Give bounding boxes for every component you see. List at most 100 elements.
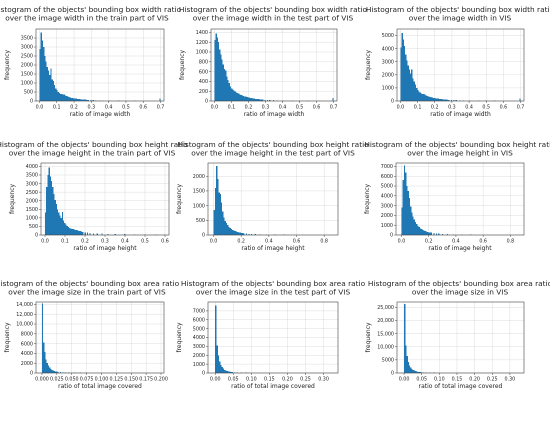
x-tick-label: 0.2: [237, 239, 245, 245]
histogram-bar: [459, 100, 461, 101]
y-tick-label: 15,000: [377, 331, 394, 337]
histogram-bar: [453, 100, 455, 101]
histogram-bar: [51, 181, 53, 235]
y-tick-label: 6000: [193, 317, 205, 323]
y-axis-label: frequency: [176, 184, 183, 215]
histogram-bar: [74, 98, 76, 101]
y-tick-label: 4000: [193, 335, 205, 341]
y-tick-label: 4000: [26, 164, 38, 170]
histogram-bar: [442, 99, 444, 101]
histogram-bar: [412, 369, 414, 373]
histogram-bar: [227, 225, 229, 235]
histogram-bar: [254, 98, 257, 101]
x-tick-label: 0.4: [265, 239, 273, 245]
x-tick-label: 0.8: [507, 239, 515, 245]
histogram-bar: [404, 303, 406, 373]
x-tick-label: 0.20: [469, 377, 480, 383]
histogram-bar: [63, 220, 65, 235]
histogram-bar: [65, 224, 67, 235]
histogram-bar: [216, 165, 218, 235]
histogram-bar: [56, 90, 58, 101]
y-tick-label: 10,000: [16, 322, 33, 328]
histogram-bar: [45, 359, 47, 373]
histogram-bar: [86, 99, 88, 101]
histogram-bar: [253, 98, 255, 101]
x-tick-label: 0.6: [500, 105, 508, 111]
histogram-bar: [419, 92, 421, 101]
histogram-bar: [405, 345, 407, 373]
histogram-bar: [85, 99, 87, 101]
histogram-bar: [215, 33, 217, 101]
histogram-bar: [247, 97, 249, 101]
axes-frame: [207, 162, 339, 236]
histogram-bar: [49, 74, 51, 101]
y-tick-label: 14,000: [16, 302, 33, 308]
histogram-bar: [87, 99, 90, 101]
histogram-bar: [54, 199, 56, 235]
histogram-bar: [417, 225, 419, 235]
histogram-bar: [401, 207, 403, 235]
histogram-bar: [430, 97, 432, 101]
histogram-bar: [226, 76, 228, 101]
histogram-bar: [233, 230, 235, 235]
y-tick-label: 3500: [21, 36, 33, 42]
histogram-bar: [63, 94, 65, 101]
histogram-bar: [406, 60, 408, 101]
x-tick-label: 0.0: [210, 239, 218, 245]
y-tick-label: 2000: [382, 73, 394, 79]
y-tick-label: 2000: [26, 198, 38, 204]
histogram-panel: 0.000 0.025 0.050 0.075 0.100 0.125 0.150 0.175…: [0, 279, 180, 390]
x-tick-label: 0.1: [414, 105, 422, 111]
histogram-bar: [213, 210, 215, 235]
histogram-bar: [239, 232, 241, 235]
y-tick-label: 1200: [196, 40, 208, 46]
histogram-bar: [410, 73, 412, 101]
axes-frame: [396, 301, 525, 374]
histogram-bar: [232, 89, 234, 101]
histogram-bar: [133, 234, 135, 235]
histogram-bar: [425, 95, 427, 101]
histogram-bar: [438, 233, 440, 235]
histogram-bar: [75, 229, 77, 235]
histogram-bar: [224, 220, 226, 235]
y-axis-label: frequency: [364, 184, 371, 215]
plot-area: [208, 163, 338, 235]
histogram-bar: [40, 32, 42, 101]
x-tick-label: 0.100: [95, 377, 109, 383]
histogram-bar: [248, 233, 250, 235]
histogram-bar: [257, 99, 259, 101]
y-tick-label: 20,000: [377, 318, 394, 324]
y-tick-label: 8000: [21, 332, 33, 338]
chart-title: over the image width in the test part of…: [193, 14, 354, 23]
chart-title: Histogram of the objects' bounding box a…: [0, 279, 180, 288]
histogram-bar: [223, 69, 226, 101]
histogram-bar: [80, 99, 82, 101]
histogram-bar: [81, 99, 84, 101]
histogram-bar: [240, 232, 243, 235]
y-tick-label: 5000: [382, 33, 394, 39]
y-axis-label: frequency: [4, 322, 11, 353]
histogram-panel: 0.00 0.05 0.10 0.15 0.20 0.25 0.30 0 1000 2000 300…: [176, 279, 366, 390]
histogram-bar: [44, 351, 46, 373]
histogram-bar: [217, 355, 220, 373]
y-tick-label: 3500: [26, 173, 38, 179]
x-tick-label: 0.0: [36, 105, 44, 111]
histogram-bar: [84, 99, 86, 101]
histogram-bar: [47, 175, 49, 235]
x-tick-label: 0.3: [88, 105, 96, 111]
x-tick-label: 0.025: [50, 377, 64, 383]
histogram-bar: [240, 94, 242, 101]
histogram-bar: [241, 95, 244, 101]
histogram-bar: [114, 233, 116, 235]
histogram-bar: [431, 97, 433, 101]
x-axis-label: ratio of image width: [430, 111, 491, 118]
histogram-bar: [79, 231, 81, 235]
histogram-bar: [70, 97, 73, 101]
histogram-bar: [84, 232, 86, 235]
histogram-panel: 0.0 0.1 0.2 0.3 0.4 0.5 0.6 0 500 1000 1500 2000 250…: [0, 140, 188, 252]
histogram-bar: [259, 234, 261, 235]
histogram-bar: [69, 97, 71, 101]
y-tick-label: 6000: [21, 341, 33, 347]
x-tick-label: 0.4: [121, 239, 129, 245]
histogram-bar: [57, 92, 59, 101]
